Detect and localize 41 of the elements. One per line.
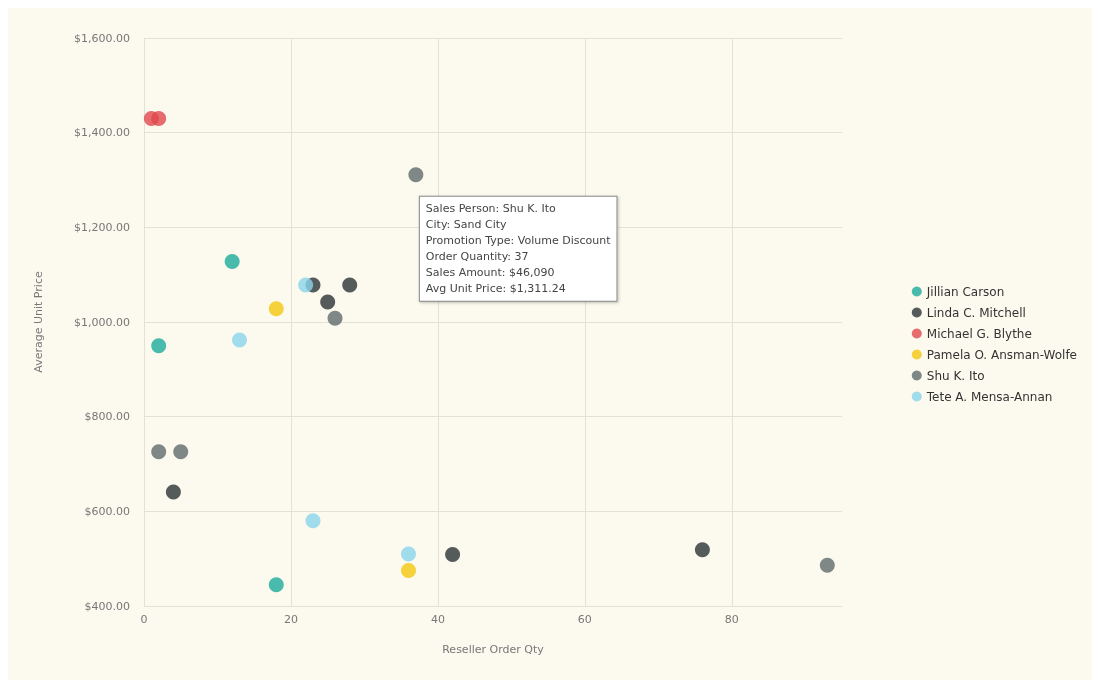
point <box>268 301 284 317</box>
point <box>408 167 424 183</box>
x-tick-label: 0 <box>140 613 148 626</box>
point <box>165 484 181 500</box>
legend-label: Shu K. Ito <box>926 368 985 383</box>
y-tick-label: $600.00 <box>84 504 130 518</box>
point <box>151 110 167 126</box>
x-tick-label: 60 <box>577 613 592 626</box>
legend-label: Michael G. Blythe <box>926 326 1032 341</box>
point <box>268 577 284 593</box>
y-tick-label: $400.00 <box>84 599 130 613</box>
point <box>445 546 461 562</box>
point <box>298 277 314 293</box>
y-tick-label: $1,400.00 <box>74 126 130 140</box>
x-tick-label: 40 <box>430 613 445 626</box>
point <box>401 546 417 562</box>
y-axis-title: Average Unit Price <box>32 271 45 373</box>
legend-label: Jillian Carson <box>925 284 1005 299</box>
point <box>151 444 167 460</box>
point <box>342 277 358 293</box>
x-axis-title: Reseller Order Qty <box>442 643 545 656</box>
point <box>173 444 189 460</box>
y-tick-label: $1,000.00 <box>74 315 130 329</box>
point <box>819 557 835 573</box>
y-tick-label: $1,200.00 <box>74 220 130 234</box>
legend-label: Tete A. Mensa-Annan <box>925 389 1053 404</box>
x-tick-label: 20 <box>283 613 298 626</box>
point <box>224 253 240 269</box>
point <box>401 563 417 578</box>
point <box>305 513 321 529</box>
point <box>320 294 336 310</box>
y-tick-label: $1,600.00 <box>74 31 130 45</box>
x-tick-label: 80 <box>724 613 739 626</box>
y-tick-label: $800.00 <box>84 410 130 424</box>
legend-label: Linda C. Mitchell <box>926 305 1026 320</box>
point <box>232 332 248 348</box>
annotation: Sales Person: Shu K. Ito City: Sand City Promotion Type: Volume Discount Order Quantity: 37 Sales Amount: $46,090 Avg Unit Price: $1,311.24 <box>425 202 612 296</box>
point <box>327 310 343 326</box>
point <box>694 542 710 558</box>
legend-label: Pamela O. Ansman-Wolfe <box>926 347 1077 362</box>
point <box>151 338 167 354</box>
